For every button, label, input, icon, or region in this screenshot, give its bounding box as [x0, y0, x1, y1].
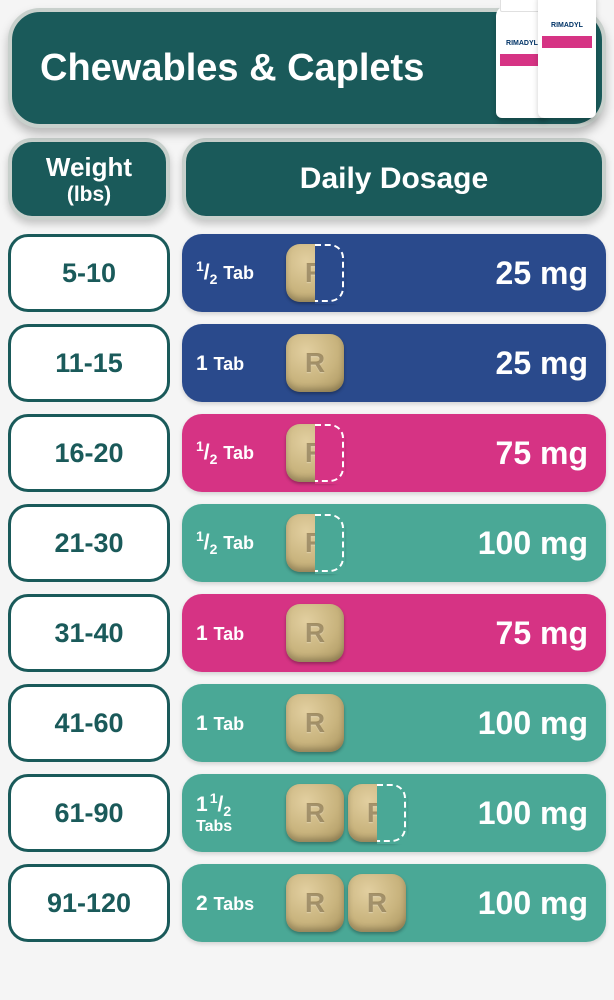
dosage-pill: 1 Tab 100 mg	[182, 684, 606, 762]
tablet-half-icon	[348, 784, 406, 842]
dosage-row: 61-90 11/2Tabs 100 mg	[8, 774, 606, 852]
tab-count-label: 2 Tabs	[196, 893, 286, 914]
header-title: Chewables & Caplets	[40, 47, 424, 90]
mg-label: 25 mg	[458, 255, 588, 292]
tablet-full-icon	[286, 334, 344, 392]
product-bottles: RIMADYL RIMADYL	[506, 0, 596, 118]
tab-count-label: 1 Tab	[196, 353, 286, 374]
weight-pill: 61-90	[8, 774, 170, 852]
tablet-full-icon	[286, 604, 344, 662]
tablet-half-icon	[286, 424, 344, 482]
mg-label: 100 mg	[458, 795, 588, 832]
tablet-icons	[286, 334, 458, 392]
dosage-rows: 5-101/2 Tab25 mg11-151 Tab25 mg16-201/2 …	[8, 234, 606, 942]
tablet-full-icon	[286, 874, 344, 932]
tablet-icons	[286, 424, 458, 482]
dosage-pill: 11/2Tabs 100 mg	[182, 774, 606, 852]
mg-label: 75 mg	[458, 615, 588, 652]
dosage-pill: 1 Tab 75 mg	[182, 594, 606, 672]
dosage-row: 91-120 2 Tabs 100 mg	[8, 864, 606, 942]
tab-count-label: 1 Tab	[196, 623, 286, 644]
tablet-icons	[286, 874, 458, 932]
tablet-full-icon	[348, 874, 406, 932]
dosage-row: 16-20 1/2 Tab 75 mg	[8, 414, 606, 492]
mg-label: 25 mg	[458, 345, 588, 382]
tab-count-label: 11/2Tabs	[196, 792, 286, 834]
dosage-row: 41-60 1 Tab 100 mg	[8, 684, 606, 762]
column-headers: Weight (lbs) Daily Dosage	[8, 138, 606, 220]
weight-column-header: Weight (lbs)	[8, 138, 170, 220]
header-banner: Chewables & Caplets RIMADYL RIMADYL	[8, 8, 606, 128]
tablet-icons	[286, 694, 458, 752]
dosage-column-header: Daily Dosage	[182, 138, 606, 220]
tab-count-label: 1 Tab	[196, 713, 286, 734]
mg-label: 75 mg	[458, 435, 588, 472]
dosage-row: 21-30 1/2 Tab 100 mg	[8, 504, 606, 582]
dosage-row: 31-40 1 Tab 75 mg	[8, 594, 606, 672]
tablet-icons	[286, 604, 458, 662]
weight-pill: 91-120	[8, 864, 170, 942]
mg-label: 100 mg	[458, 885, 588, 922]
tablet-half-icon	[286, 244, 344, 302]
weight-pill: 16-20	[8, 414, 170, 492]
tab-count-label: 1/2 Tab	[196, 259, 286, 286]
tablet-half-icon	[286, 514, 344, 572]
dosage-pill: 1/2 Tab 100 mg	[182, 504, 606, 582]
weight-pill: 41-60	[8, 684, 170, 762]
weight-pill: 5-10	[8, 234, 170, 312]
weight-pill: 31-40	[8, 594, 170, 672]
tablet-icons	[286, 514, 458, 572]
tablet-full-icon	[286, 784, 344, 842]
tab-count-label: 1/2 Tab	[196, 439, 286, 466]
tablet-icons	[286, 244, 458, 302]
tab-count-label: 1/2 Tab	[196, 529, 286, 556]
tablet-icons	[286, 784, 458, 842]
mg-label: 100 mg	[458, 705, 588, 742]
dosage-row: 5-10 1/2 Tab 25 mg	[8, 234, 606, 312]
mg-label: 100 mg	[458, 525, 588, 562]
weight-pill: 11-15	[8, 324, 170, 402]
dosage-pill: 1 Tab 25 mg	[182, 324, 606, 402]
dosage-pill: 2 Tabs 100 mg	[182, 864, 606, 942]
bottle-large: RIMADYL	[538, 0, 596, 118]
dosage-row: 11-15 1 Tab 25 mg	[8, 324, 606, 402]
weight-pill: 21-30	[8, 504, 170, 582]
tablet-full-icon	[286, 694, 344, 752]
dosage-pill: 1/2 Tab 25 mg	[182, 234, 606, 312]
dosage-pill: 1/2 Tab 75 mg	[182, 414, 606, 492]
